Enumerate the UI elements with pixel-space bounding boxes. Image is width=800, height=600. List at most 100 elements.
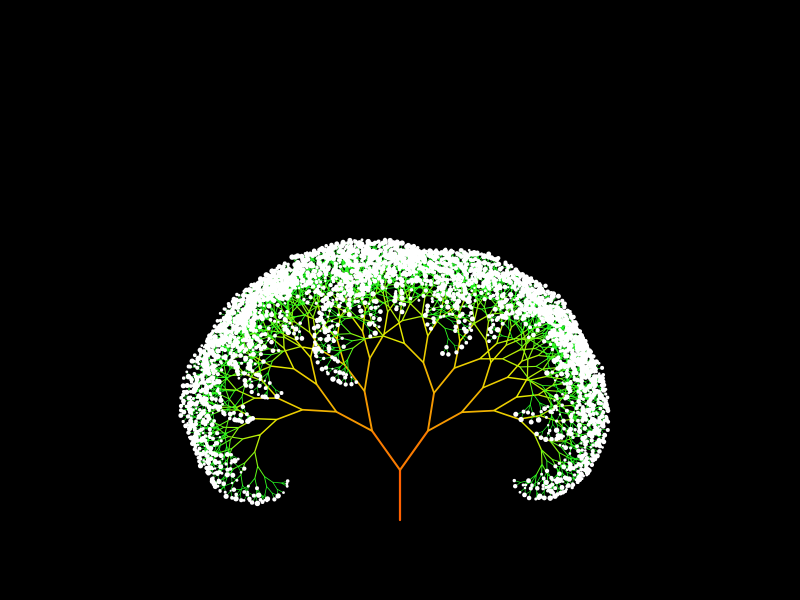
blossom bbox=[454, 350, 459, 355]
blossom bbox=[196, 416, 200, 420]
blossom bbox=[338, 265, 343, 269]
blossom bbox=[597, 378, 602, 384]
blossom bbox=[553, 323, 559, 329]
blossom bbox=[181, 376, 186, 380]
blossom bbox=[551, 333, 556, 338]
blossom bbox=[191, 423, 196, 428]
blossom bbox=[285, 309, 289, 314]
blossom bbox=[532, 309, 538, 315]
blossom bbox=[554, 393, 559, 399]
blossom bbox=[542, 308, 547, 313]
blossom bbox=[224, 323, 229, 327]
blossom bbox=[265, 297, 268, 300]
blossom bbox=[597, 449, 602, 454]
blossom bbox=[318, 269, 321, 272]
blossom bbox=[293, 326, 299, 332]
blossom bbox=[248, 377, 252, 381]
blossom bbox=[492, 334, 497, 340]
blossom bbox=[262, 394, 268, 400]
blossom bbox=[530, 313, 535, 318]
blossom bbox=[436, 288, 440, 293]
blossom bbox=[578, 391, 583, 395]
blossom bbox=[561, 464, 567, 470]
blossom bbox=[458, 253, 461, 257]
blossom bbox=[565, 354, 570, 359]
blossom bbox=[558, 413, 562, 416]
blossom bbox=[577, 344, 583, 350]
blossom bbox=[552, 408, 556, 412]
blossom bbox=[266, 326, 271, 331]
blossom bbox=[218, 489, 222, 492]
blossom bbox=[236, 336, 240, 340]
blossom bbox=[254, 345, 259, 350]
blossom bbox=[482, 296, 487, 302]
blossom bbox=[279, 277, 283, 281]
blossom bbox=[598, 392, 603, 396]
blossom bbox=[212, 443, 216, 447]
blossom bbox=[339, 286, 344, 291]
blossom bbox=[255, 492, 262, 498]
blossom bbox=[584, 413, 587, 416]
blossom bbox=[580, 442, 583, 445]
blossom bbox=[204, 357, 209, 362]
blossom bbox=[565, 320, 569, 324]
blossom bbox=[499, 300, 505, 306]
blossom bbox=[559, 371, 565, 377]
blossom bbox=[285, 328, 289, 332]
blossom bbox=[568, 468, 572, 472]
blossom bbox=[601, 388, 605, 392]
blossom bbox=[533, 283, 538, 288]
blossom bbox=[596, 418, 602, 425]
blossom bbox=[455, 251, 459, 255]
blossom bbox=[590, 457, 596, 463]
blossom bbox=[368, 334, 373, 339]
blossom bbox=[558, 443, 562, 447]
blossom bbox=[269, 286, 274, 291]
blossom bbox=[566, 347, 570, 350]
blossom bbox=[561, 315, 564, 319]
blossom bbox=[258, 313, 264, 319]
blossom bbox=[521, 274, 525, 278]
blossom bbox=[545, 289, 550, 294]
blossom bbox=[341, 344, 346, 349]
blossom bbox=[267, 304, 271, 309]
blossom bbox=[546, 405, 550, 409]
blossom bbox=[511, 284, 515, 288]
blossom bbox=[433, 290, 437, 294]
blossom bbox=[605, 427, 610, 433]
blossom bbox=[586, 422, 591, 427]
blossom bbox=[258, 377, 262, 381]
blossom bbox=[285, 313, 289, 317]
blossom bbox=[584, 386, 590, 391]
blossom bbox=[377, 274, 382, 279]
blossom bbox=[312, 264, 316, 268]
blossom bbox=[279, 309, 283, 313]
blossom bbox=[322, 306, 328, 312]
blossom bbox=[339, 301, 343, 305]
blossom bbox=[357, 286, 360, 290]
blossom bbox=[545, 304, 549, 309]
blossom bbox=[305, 270, 311, 276]
blossom bbox=[380, 285, 385, 290]
blossom bbox=[577, 348, 581, 351]
blossom bbox=[372, 278, 378, 284]
blossom bbox=[364, 275, 369, 279]
blossom bbox=[213, 397, 218, 402]
blossom bbox=[443, 278, 447, 282]
blossom bbox=[575, 444, 580, 449]
blossom bbox=[567, 362, 570, 365]
blossom bbox=[577, 394, 583, 399]
blossom bbox=[387, 261, 392, 265]
blossom bbox=[553, 317, 557, 321]
blossom bbox=[225, 316, 230, 321]
blossom bbox=[230, 481, 234, 485]
blossom bbox=[590, 354, 596, 359]
blossom bbox=[373, 274, 378, 278]
blossom bbox=[335, 277, 338, 281]
blossom bbox=[215, 353, 221, 360]
blossom bbox=[339, 279, 343, 283]
blossom bbox=[372, 256, 376, 261]
blossom bbox=[213, 334, 218, 339]
blossom bbox=[468, 326, 472, 330]
blossom bbox=[253, 362, 257, 366]
